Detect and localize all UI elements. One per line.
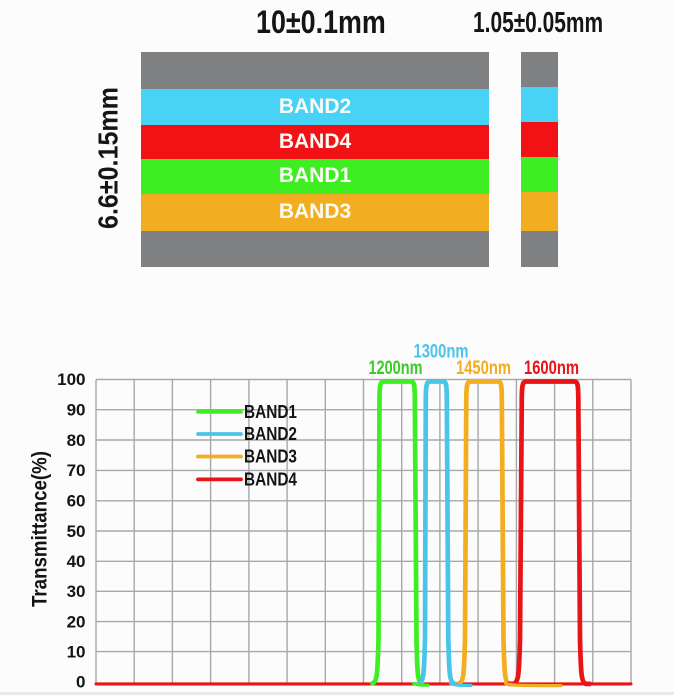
svg-text:30: 30 (67, 582, 86, 601)
svg-text:50: 50 (67, 522, 86, 541)
svg-text:Transmittance(%): Transmittance(%) (28, 451, 51, 607)
svg-text:80: 80 (67, 431, 86, 450)
svg-text:1200nm: 1200nm (369, 358, 423, 379)
svg-text:100: 100 (57, 370, 85, 389)
svg-text:BAND4: BAND4 (244, 469, 297, 489)
svg-text:BAND3: BAND3 (244, 447, 297, 467)
svg-text:1300nm: 1300nm (414, 342, 469, 363)
svg-text:1450nm: 1450nm (456, 358, 511, 379)
svg-text:10: 10 (67, 642, 86, 661)
svg-text:60: 60 (67, 492, 86, 511)
svg-text:90: 90 (67, 401, 86, 420)
svg-text:20: 20 (67, 612, 86, 631)
svg-text:BAND2: BAND2 (244, 424, 297, 444)
svg-text:0: 0 (76, 672, 85, 691)
svg-text:BAND1: BAND1 (244, 402, 297, 422)
svg-text:70: 70 (67, 461, 86, 480)
svg-text:1600nm: 1600nm (524, 358, 579, 379)
svg-text:40: 40 (67, 552, 86, 571)
